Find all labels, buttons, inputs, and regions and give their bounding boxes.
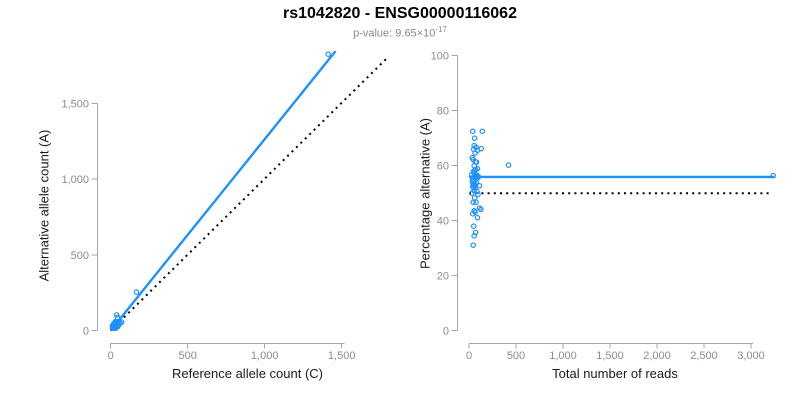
allele-count-scatter: 0 500 1,000 1,500 0 500 1,000 1,500: [61, 50, 390, 362]
data-point: [470, 242, 477, 248]
data-point: [474, 214, 481, 221]
p-value-exponent: -17: [435, 25, 447, 34]
right-y-axis-title: Percentage alternative (A): [417, 117, 433, 270]
regression-line: [109, 50, 337, 332]
x-tick-label: 2,500: [690, 350, 718, 362]
data-point: [475, 173, 482, 180]
identity-line: [109, 55, 390, 332]
x-tick-label: 500: [507, 350, 525, 362]
data-point: [113, 324, 120, 331]
data-point: [469, 190, 475, 197]
data-point: [471, 233, 477, 239]
y-tick-label: 20: [437, 271, 449, 283]
data-point: [472, 150, 478, 156]
data-point: [770, 172, 777, 179]
x-tick-label: 1,000: [251, 350, 279, 362]
data-point: [479, 128, 486, 135]
y-tick-label: 80: [437, 106, 449, 118]
x-tick-label: 0: [108, 350, 114, 362]
chart-title: rs1042820 - ENSG00000116062: [283, 5, 517, 22]
data-point: [118, 319, 125, 325]
data-point: [476, 205, 483, 211]
data-point: [469, 211, 476, 217]
data-point: [478, 145, 485, 152]
data-point: [113, 312, 120, 318]
data-point: [469, 128, 476, 135]
chart-subtitle: p-value: 9.65×10-17: [0, 25, 800, 40]
y-tick-label: 100: [431, 51, 449, 63]
x-tick-label: 1,500: [596, 350, 624, 362]
data-point: [133, 289, 140, 295]
data-point: [473, 199, 479, 206]
data-point: [470, 223, 477, 230]
left-y-axis-title: Alternative allele count (A): [36, 129, 52, 282]
x-tick-label: 2,000: [643, 350, 671, 362]
x-tick-label: 0: [466, 350, 472, 362]
data-point: [469, 154, 476, 161]
data-point: [475, 191, 481, 198]
y-tick-label: 1,500: [61, 98, 89, 110]
data-point: [474, 188, 480, 195]
data-point: [112, 325, 119, 332]
data-point: [505, 162, 512, 168]
y-tick-label: 40: [437, 216, 449, 228]
data-point: [474, 175, 481, 181]
p-value-text: p-value: 9.65×10: [353, 27, 436, 40]
x-tick-label: 3,000: [737, 350, 765, 362]
x-tick-label: 1,000: [549, 350, 577, 362]
left-x-axis-title: Reference allele count (C): [171, 366, 324, 381]
data-point: [470, 199, 477, 206]
data-point: [325, 51, 331, 57]
right-x-axis-title: Total number of reads: [552, 366, 678, 381]
data-point: [471, 195, 478, 201]
x-tick-label: 1,500: [328, 350, 356, 362]
percentage-scatter: 0 500 1,000 1,500 2,000 2,500 3,000 0 20 40 60 80 10…: [431, 51, 777, 362]
y-tick-label: 60: [437, 161, 449, 173]
data-point: [471, 135, 478, 142]
y-tick-label: 0: [83, 326, 89, 338]
y-tick-label: 500: [71, 250, 89, 262]
data-point: [478, 206, 484, 213]
y-tick-label: 1,000: [61, 174, 89, 186]
x-tick-label: 500: [179, 350, 197, 362]
y-tick-label: 0: [443, 326, 449, 338]
